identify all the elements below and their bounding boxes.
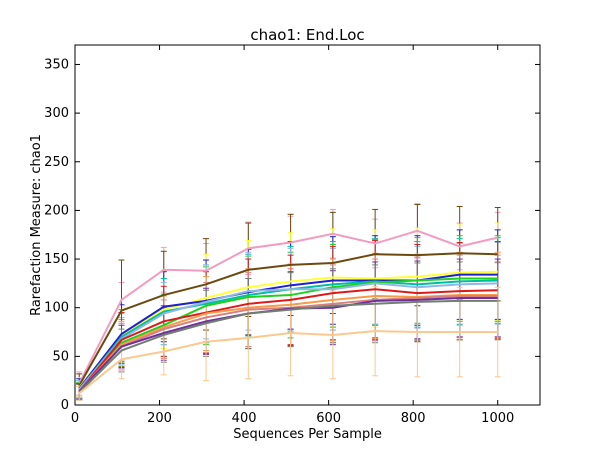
- x-tick-label: 0: [71, 411, 79, 426]
- y-tick-label: 350: [44, 57, 69, 72]
- series-line-0: [78, 229, 498, 385]
- series-line-12: [78, 330, 498, 395]
- x-tick-label: 1000: [481, 411, 514, 426]
- y-tick-label: 250: [44, 155, 69, 170]
- series-4: [76, 237, 501, 399]
- series-line-6: [78, 282, 498, 391]
- y-tick-label: 0: [61, 398, 69, 413]
- series-line-3: [78, 273, 498, 390]
- x-tick-label: 800: [401, 411, 426, 426]
- series-line-11: [78, 299, 498, 394]
- y-tick-label: 200: [44, 203, 69, 218]
- series-line-5: [78, 277, 498, 392]
- x-tick-label: 400: [232, 411, 257, 426]
- x-tick-label: 200: [147, 411, 172, 426]
- series-line-1: [78, 252, 498, 387]
- x-axis-label: Sequences Per Sample: [233, 427, 382, 442]
- y-tick-label: 100: [44, 301, 69, 316]
- series-line-2: [78, 270, 498, 389]
- series-line-7: [78, 288, 498, 393]
- y-tick-label: 150: [44, 252, 69, 267]
- chart-title: chao1: End.Loc: [250, 26, 364, 44]
- y-tick-label: 50: [52, 349, 69, 364]
- series-5: [76, 235, 501, 399]
- plot-area: [76, 203, 501, 401]
- plot-frame: [74, 44, 541, 406]
- x-tick-label: 600: [316, 411, 341, 426]
- axes: 0 200 400 600 800 1000 0 50 100 150 200 250 300 350: [44, 44, 541, 426]
- y-axis-label: Rarefaction Measure: chao1: [29, 134, 44, 316]
- y-tick-label: 300: [44, 106, 69, 121]
